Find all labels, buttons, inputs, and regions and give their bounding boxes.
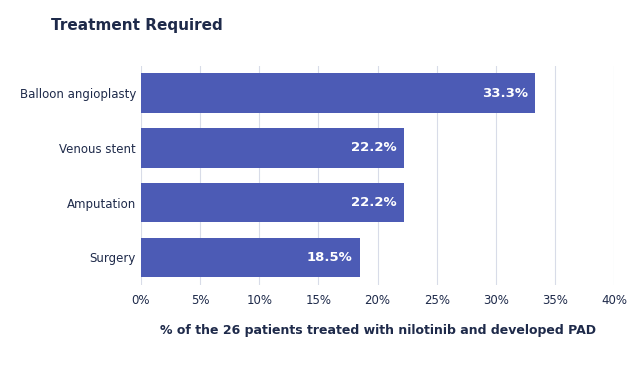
X-axis label: % of the 26 patients treated with nilotinib and developed PAD: % of the 26 patients treated with niloti… [159, 324, 596, 337]
Bar [141, 238, 360, 277]
Bar [141, 73, 535, 113]
Text: 33.3%: 33.3% [482, 87, 528, 100]
Bar [141, 183, 404, 222]
Bar [141, 128, 404, 168]
Text: 18.5%: 18.5% [307, 251, 353, 264]
Text: 22.2%: 22.2% [351, 196, 397, 209]
Text: Treatment Required: Treatment Required [51, 18, 223, 33]
Text: 22.2%: 22.2% [351, 141, 397, 154]
